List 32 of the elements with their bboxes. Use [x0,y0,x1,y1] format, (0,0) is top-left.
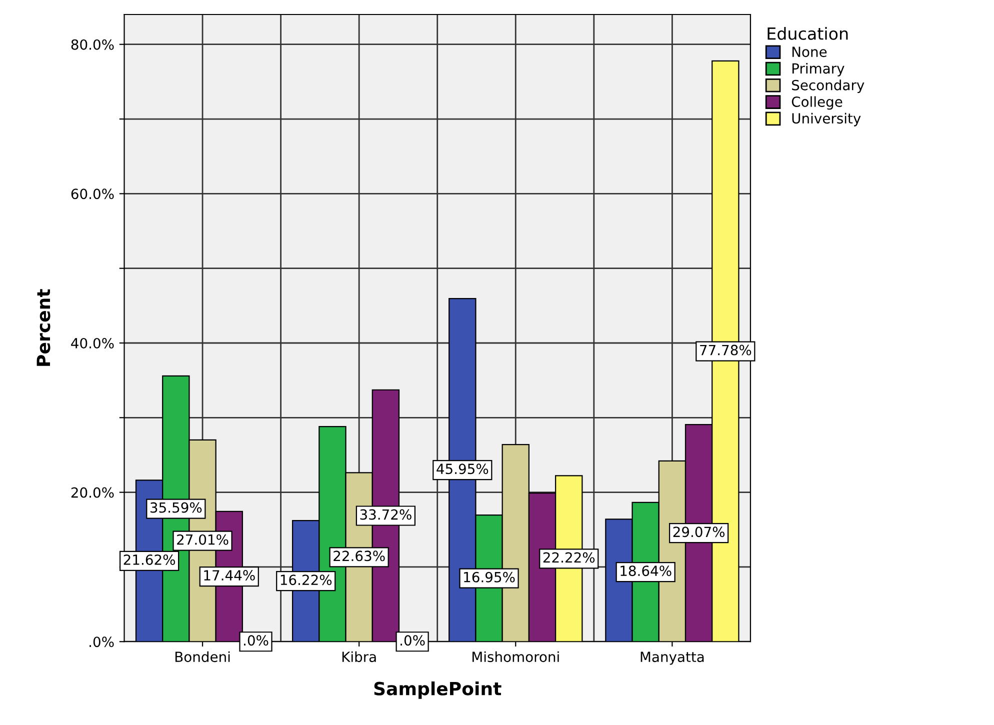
data-label: 18.64% [620,566,672,576]
x-tick-label: Bondeni [175,651,230,662]
y-tick-label: 60.0% [71,188,114,200]
y-tick-label: 80.0% [71,39,114,50]
data-label: 77.78% [700,344,752,356]
data-label: 22.22% [543,552,595,563]
legend-label: Secondary [792,80,864,94]
data-label: 45.95% [436,464,488,474]
data-label: .0% [244,635,268,646]
data-label: 29.07% [673,526,725,538]
data-label: 22.63% [334,550,385,562]
y-tick-label: 40.0% [71,338,114,348]
x-axis-title: SamplePoint [374,681,502,699]
data-label: 33.72% [360,509,412,520]
x-tick-label: Kibra [342,651,376,662]
legend-label: University [792,112,861,126]
data-label: 16.95% [464,572,515,582]
data-label: .0% [400,635,425,646]
legend-label: None [792,46,827,58]
legend-title: Education [768,27,848,40]
data-label: 35.59% [150,502,202,513]
x-tick-label: Manyatta [640,652,704,665]
y-axis-title: Percent [36,289,50,366]
y-tick-label: .0% [90,636,114,648]
x-tick-label: Mishomoroni [472,651,559,662]
legend-label: Primary [792,62,844,76]
data-label: 16.22% [280,574,332,586]
y-tick-label: 20.0% [71,487,114,498]
data-label: 21.62% [124,554,176,565]
legend-label: College [792,96,842,110]
data-label: 27.01% [177,534,228,545]
data-label: 17.44% [204,570,255,581]
